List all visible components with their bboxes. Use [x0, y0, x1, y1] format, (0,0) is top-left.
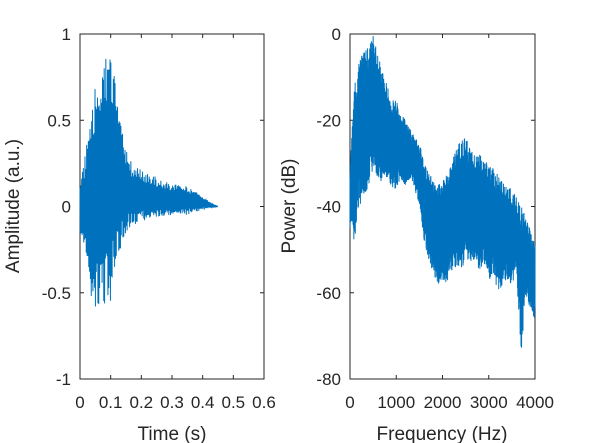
right-plot-xlabel: Frequency (Hz) [377, 424, 508, 443]
y-tick-label: -80 [316, 370, 341, 389]
spectrum-series-line [349, 35, 536, 348]
x-tick-label: 0.4 [191, 393, 215, 412]
y-tick-label: -60 [316, 284, 341, 303]
y-tick-label: -0.5 [42, 284, 71, 303]
left-plot-xlabel: Time (s) [138, 424, 207, 443]
y-tick-label: -20 [316, 111, 341, 130]
x-tick-label: 0.5 [222, 393, 246, 412]
left-plot-ylabel: Amplitude (a.u.) [3, 139, 24, 273]
x-tick-label: 0.2 [130, 393, 154, 412]
left-plot-ticks [79, 33, 265, 380]
right-plot-axes: 0 1000 2000 3000 4000 -80 -60 -40 -20 0 Frequency… [279, 25, 554, 443]
x-tick-label: 2000 [424, 393, 462, 412]
x-tick-label: 1000 [377, 393, 415, 412]
x-tick-label: 4000 [516, 393, 554, 412]
x-tick-label: 0 [345, 393, 354, 412]
y-tick-label: 0.5 [47, 111, 71, 130]
x-tick-label: 0.1 [99, 393, 123, 412]
x-tick-label: 0.3 [160, 393, 184, 412]
right-plot-tick-labels: 0 1000 2000 3000 4000 -80 -60 -40 -20 0 [316, 25, 553, 412]
y-tick-label: -40 [316, 198, 341, 217]
x-tick-label: 3000 [470, 393, 508, 412]
x-tick-label: 0 [75, 393, 84, 412]
y-tick-label: -1 [56, 370, 71, 389]
left-plot-axes: 0 0.1 0.2 0.3 0.4 0.5 0.6-1-0.500.51 Time (s) … [3, 25, 276, 443]
y-tick-label: 0 [62, 198, 71, 217]
waveform-series-line [79, 58, 219, 307]
y-tick-label: 0 [332, 25, 341, 44]
right-plot-ylabel: Power (dB) [279, 158, 300, 253]
x-tick-label: 0.6 [252, 393, 276, 412]
y-tick-label: 1 [62, 25, 71, 44]
left-plot-tick-labels: 0 0.1 0.2 0.3 0.4 0.5 0.6 -1 -0.5 0 0.5 1 [42, 25, 276, 412]
